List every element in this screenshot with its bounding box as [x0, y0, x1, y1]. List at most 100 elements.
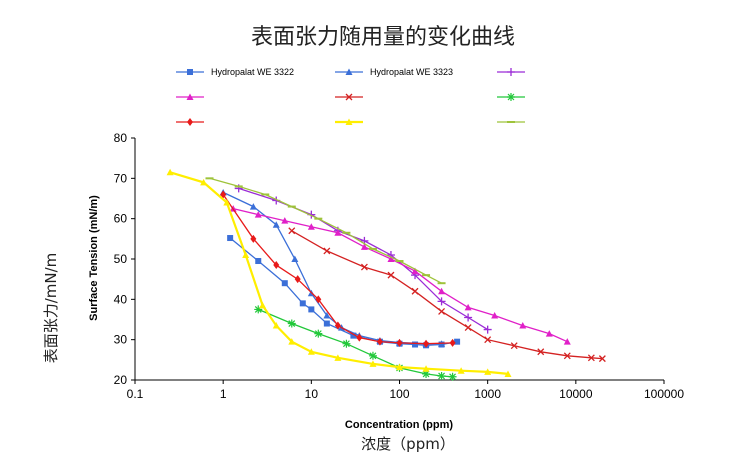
data-point [288, 227, 296, 235]
legend-item [497, 93, 525, 101]
series-1 [227, 235, 461, 349]
data-point [308, 306, 315, 313]
data-point [438, 287, 446, 295]
x-axis-label-cn: 浓度（ppm） [361, 435, 455, 453]
data-point [334, 229, 342, 236]
data-point [249, 203, 257, 210]
data-point [504, 370, 512, 377]
plot-area [166, 168, 606, 381]
data-point [288, 338, 296, 345]
data-point [273, 261, 280, 270]
y-tick-label: 50 [114, 252, 128, 266]
series-3 [234, 184, 492, 334]
data-point [545, 330, 553, 337]
x-tick-label: 0.1 [127, 387, 144, 401]
data-point [423, 339, 430, 348]
data-point [449, 338, 456, 347]
y-axis-title: Surface Tension (mN/m) [88, 195, 100, 321]
y-tick-label: 20 [114, 373, 128, 387]
legend-item [176, 93, 204, 100]
data-point [563, 338, 571, 345]
data-point [422, 365, 430, 372]
legend-marker [507, 68, 515, 76]
data-point [323, 320, 330, 327]
data-point [438, 307, 446, 315]
data-point [223, 199, 231, 206]
legend-item [335, 118, 363, 125]
y-tick-label: 70 [114, 171, 128, 185]
x-tick-label: 10 [305, 387, 319, 401]
data-point [519, 322, 527, 329]
data-point [411, 287, 419, 295]
data-point [422, 369, 431, 378]
legend-marker [187, 69, 193, 75]
data-point [396, 338, 403, 347]
data-point [242, 251, 250, 258]
data-point [272, 221, 280, 228]
data-point [483, 325, 492, 334]
legend-label: Hydropalat WE 3322 [211, 67, 294, 77]
data-point [387, 255, 395, 262]
x-axis-title: Concentration (ppm) [345, 419, 453, 431]
data-point [510, 342, 518, 350]
x-tick-label: 100000 [644, 387, 684, 401]
data-point [166, 168, 174, 176]
data-point [437, 297, 446, 306]
data-point [294, 275, 301, 284]
data-point [315, 295, 322, 304]
data-point [411, 267, 419, 275]
legend-item [497, 68, 525, 76]
data-point [491, 311, 499, 319]
data-point [287, 319, 296, 328]
data-point [360, 263, 368, 271]
data-point [464, 303, 472, 311]
legend-marker [186, 93, 194, 100]
data-point [376, 337, 383, 346]
data-point [457, 367, 465, 374]
chart-title-cn: 表面张力随用量的变化曲线 [251, 25, 515, 50]
data-point [323, 311, 331, 319]
legend-marker [345, 93, 353, 101]
data-point [220, 190, 227, 199]
series-line [238, 187, 489, 331]
series-8 [166, 168, 512, 377]
data-point [307, 223, 315, 230]
data-point [484, 336, 492, 344]
data-point [537, 348, 545, 356]
data-point [272, 322, 280, 329]
x-tick-label: 1 [220, 387, 227, 401]
series-line [233, 207, 568, 343]
y-tick-label: 40 [114, 292, 128, 306]
data-point [412, 341, 419, 348]
legend-marker [507, 93, 515, 101]
data-point [299, 300, 306, 307]
data-point [360, 243, 368, 250]
data-point [484, 368, 492, 375]
data-point [281, 217, 289, 224]
series-9 [205, 177, 446, 285]
x-tick-label: 10000 [559, 387, 593, 401]
data-point [598, 355, 606, 363]
y-tick-label: 30 [114, 333, 128, 347]
data-point [255, 258, 262, 265]
y-tick-label: 80 [114, 131, 128, 145]
data-point [334, 321, 341, 330]
series-line [209, 177, 442, 284]
data-point [291, 255, 299, 262]
data-point [342, 339, 351, 348]
series-7 [220, 190, 456, 348]
data-point [323, 247, 331, 255]
data-point [454, 338, 461, 345]
data-point [368, 351, 377, 360]
data-point [254, 305, 263, 314]
legend-item [176, 118, 204, 126]
data-point [250, 234, 257, 243]
data-point [356, 333, 363, 342]
data-point [307, 348, 315, 355]
data-point [227, 235, 234, 242]
data-point [437, 371, 446, 380]
series-4 [229, 205, 571, 345]
legend: Hydropalat WE 3322 Hydropalat WE 3323 [176, 67, 525, 126]
data-point [314, 329, 323, 338]
